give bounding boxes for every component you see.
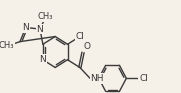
- Text: N: N: [37, 25, 43, 34]
- Text: CH₃: CH₃: [38, 12, 53, 21]
- Text: N: N: [22, 23, 29, 32]
- Text: Cl: Cl: [75, 32, 84, 40]
- Text: CH₃: CH₃: [0, 41, 14, 50]
- Text: N: N: [39, 55, 46, 64]
- Text: NH: NH: [90, 74, 104, 83]
- Text: O: O: [84, 42, 91, 51]
- Text: Cl: Cl: [139, 74, 148, 83]
